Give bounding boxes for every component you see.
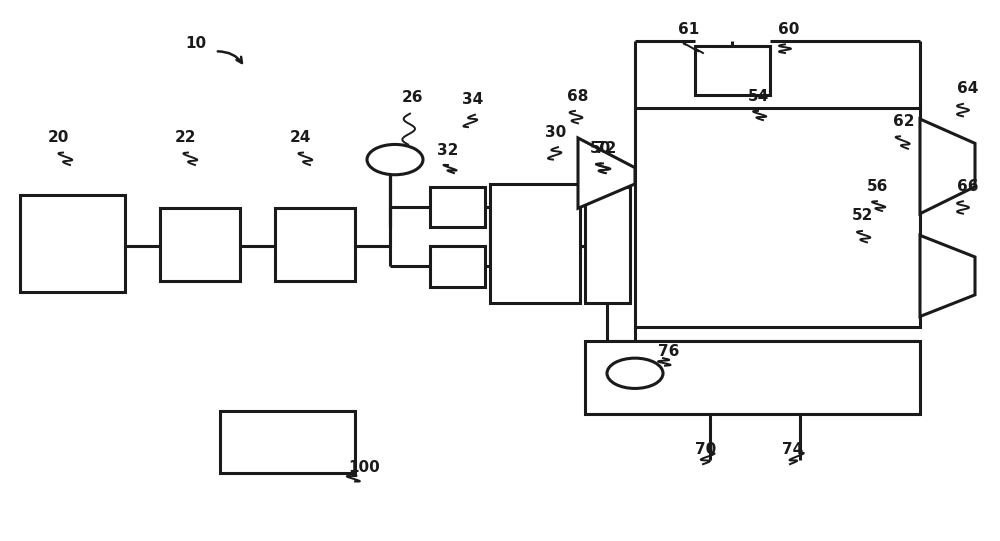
Text: 56: 56 [867, 179, 888, 194]
Polygon shape [920, 119, 975, 214]
Bar [275, 208, 355, 281]
Circle shape [607, 358, 663, 388]
Text: 62: 62 [893, 114, 914, 129]
Text: 66: 66 [957, 179, 978, 194]
Text: 34: 34 [462, 92, 483, 107]
Bar [585, 187, 630, 303]
Text: 100: 100 [348, 460, 380, 475]
Bar [490, 184, 580, 303]
Text: 61: 61 [678, 22, 699, 37]
Circle shape [367, 144, 423, 175]
Bar [585, 341, 920, 414]
Text: 70: 70 [695, 442, 716, 457]
Bar [20, 195, 125, 292]
Text: 26: 26 [402, 90, 424, 105]
Text: 74: 74 [782, 442, 803, 457]
Bar [635, 108, 920, 327]
Text: 10: 10 [185, 36, 206, 51]
Text: 30: 30 [545, 124, 566, 140]
Text: 68: 68 [567, 89, 588, 104]
Text: 50: 50 [590, 141, 611, 156]
Text: 52: 52 [852, 208, 873, 223]
Bar [160, 208, 240, 281]
Text: 64: 64 [957, 81, 978, 96]
Polygon shape [920, 235, 975, 316]
Polygon shape [578, 138, 635, 208]
Text: 20: 20 [48, 130, 69, 145]
Text: 76: 76 [658, 344, 679, 359]
Text: 54: 54 [748, 89, 769, 104]
Text: 32: 32 [437, 143, 458, 158]
Text: 60: 60 [778, 22, 799, 37]
Text: 22: 22 [175, 130, 196, 145]
Text: 24: 24 [290, 130, 311, 145]
Bar [695, 46, 770, 95]
Text: 72: 72 [595, 141, 616, 156]
Bar [430, 187, 485, 227]
Bar [430, 246, 485, 287]
Bar [220, 411, 355, 473]
